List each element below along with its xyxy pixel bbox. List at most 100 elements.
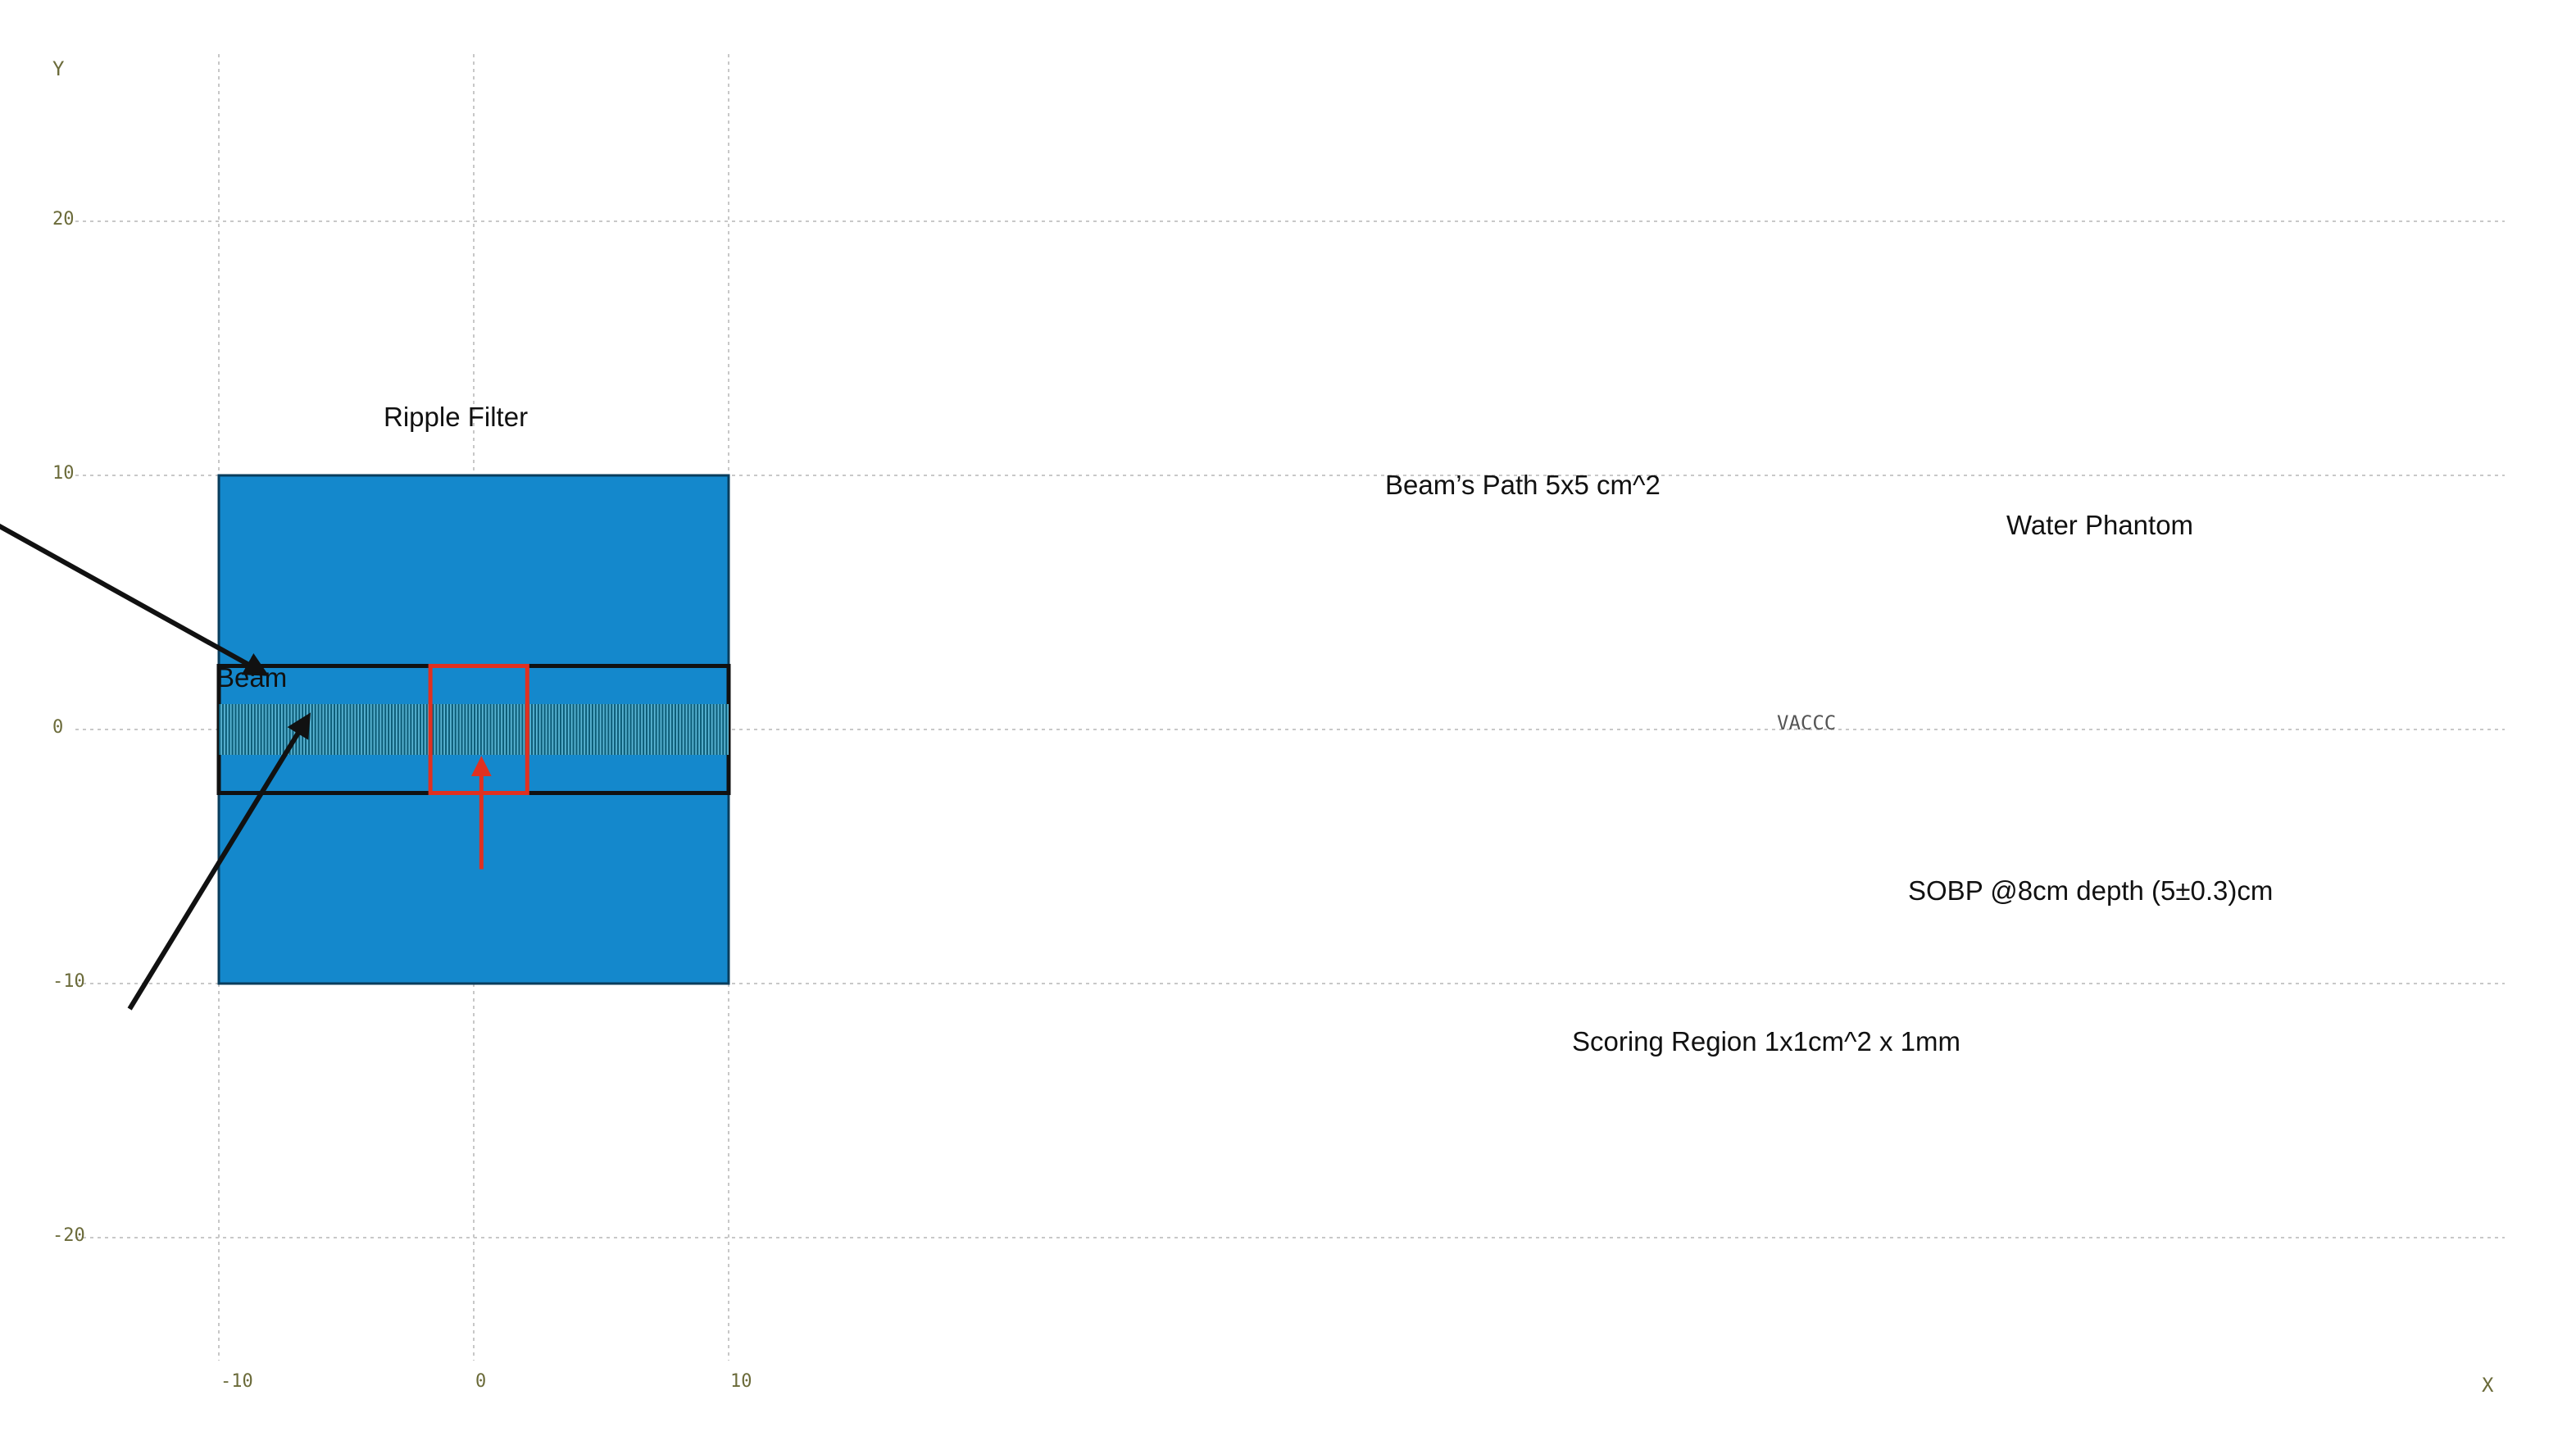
sobp-slice bbox=[609, 704, 611, 755]
sobp-slice bbox=[220, 704, 222, 755]
sobp-slice bbox=[252, 704, 254, 755]
sobp-slice bbox=[656, 704, 659, 755]
sobp-slice bbox=[303, 704, 305, 755]
sobp-slice bbox=[570, 704, 573, 755]
sobp-slice bbox=[587, 704, 588, 755]
sobp-slice bbox=[456, 704, 458, 755]
sobp-slice bbox=[386, 704, 388, 755]
sobp-slice bbox=[621, 704, 624, 755]
sobp-slice bbox=[233, 704, 235, 755]
sobp-slice bbox=[278, 704, 279, 755]
sobp-slice bbox=[348, 704, 350, 755]
y-tick-label-3: -10 bbox=[52, 971, 85, 992]
sobp-slice bbox=[329, 704, 331, 755]
sobp-slice bbox=[501, 704, 502, 755]
sobp-slice bbox=[494, 704, 497, 755]
sobp-slice bbox=[258, 704, 261, 755]
sobp-slice bbox=[673, 704, 675, 755]
sobp-slice bbox=[685, 704, 688, 755]
sobp-slice bbox=[663, 704, 666, 755]
sobp-slice bbox=[316, 704, 318, 755]
sobp-slice bbox=[398, 704, 401, 755]
sobp-slice bbox=[705, 704, 706, 755]
sobp-slice bbox=[564, 704, 566, 755]
sobp-slice bbox=[533, 704, 534, 755]
sobp-slice bbox=[383, 704, 385, 755]
beams-path-arrow bbox=[0, 523, 270, 676]
sobp-slice bbox=[332, 704, 334, 755]
sobp-slice bbox=[628, 704, 630, 755]
sobp-slice bbox=[344, 704, 347, 755]
sobp-slice bbox=[293, 704, 296, 755]
sobp-slice bbox=[567, 704, 570, 755]
sobp-slice bbox=[497, 704, 500, 755]
sobp-slice bbox=[561, 704, 563, 755]
sobp-slice bbox=[647, 704, 649, 755]
x-tick-label-7: -10 bbox=[220, 1371, 253, 1392]
sobp-slice bbox=[488, 704, 490, 755]
x-tick-label-8: 0 bbox=[475, 1371, 486, 1392]
scoring-region-box bbox=[428, 664, 529, 795]
sobp-slice bbox=[545, 704, 547, 755]
sobp-slice bbox=[408, 704, 411, 755]
sobp-slice bbox=[641, 704, 643, 755]
sobp-slice bbox=[612, 704, 615, 755]
sobp-slice bbox=[246, 704, 248, 755]
sobp-slice bbox=[491, 704, 493, 755]
sobp-slice bbox=[590, 704, 592, 755]
sobp-slice bbox=[695, 704, 697, 755]
beams-path-label: Beam’s Path 5x5 cm^2 bbox=[1385, 470, 1661, 500]
sobp-slice bbox=[268, 704, 270, 755]
sobp-slice bbox=[720, 704, 723, 755]
sobp-slice bbox=[364, 704, 366, 755]
sobp-slice bbox=[354, 704, 357, 755]
sobp-slice bbox=[249, 704, 251, 755]
sobp-slice bbox=[707, 704, 710, 755]
sobp-slice bbox=[481, 704, 484, 755]
sobp-slice bbox=[366, 704, 369, 755]
sobp-slice bbox=[688, 704, 691, 755]
sobp-slice bbox=[424, 704, 426, 755]
water-phantom-label: Water Phantom bbox=[2006, 510, 2193, 540]
sobp-slice bbox=[338, 704, 340, 755]
scoring-region-arrow bbox=[127, 712, 311, 1011]
sobp-slice bbox=[711, 704, 713, 755]
water-phantom bbox=[216, 474, 731, 985]
sobp-slice bbox=[402, 704, 404, 755]
sobp-slice bbox=[379, 704, 382, 755]
sobp-slice bbox=[239, 704, 242, 755]
sobp-slice bbox=[389, 704, 391, 755]
sobp-slice bbox=[405, 704, 407, 755]
sobp-slice bbox=[335, 704, 337, 755]
sobp-slice bbox=[606, 704, 608, 755]
sobp-slice bbox=[376, 704, 379, 755]
sobp-slice bbox=[513, 704, 516, 755]
sobp-slice bbox=[520, 704, 522, 755]
sobp-slice bbox=[440, 704, 443, 755]
sobp-slice bbox=[634, 704, 637, 755]
sobp-slice bbox=[312, 704, 315, 755]
sobp-slice bbox=[357, 704, 360, 755]
sobp-slice bbox=[507, 704, 509, 755]
sobp-slice bbox=[479, 704, 480, 755]
sobp-slice bbox=[523, 704, 525, 755]
sobp-slice bbox=[281, 704, 283, 755]
sobp-slice bbox=[574, 704, 576, 755]
y-axis-label: Y bbox=[52, 57, 65, 80]
sobp-slice bbox=[510, 704, 512, 755]
sobp-slice bbox=[602, 704, 605, 755]
sobp-slice bbox=[226, 704, 229, 755]
y-tick-label-1: 10 bbox=[52, 463, 75, 484]
sobp-slice bbox=[411, 704, 414, 755]
sobp-slice bbox=[682, 704, 684, 755]
x-tick-label-9: 10 bbox=[730, 1371, 752, 1392]
sobp-slice bbox=[555, 704, 557, 755]
sobp-slice bbox=[271, 704, 274, 755]
sobp-slice bbox=[341, 704, 343, 755]
sobp-slice bbox=[516, 704, 519, 755]
sobp-slice bbox=[275, 704, 276, 755]
sobp-slice bbox=[265, 704, 267, 755]
sobp-slice bbox=[255, 704, 257, 755]
sobp-slice bbox=[679, 704, 681, 755]
